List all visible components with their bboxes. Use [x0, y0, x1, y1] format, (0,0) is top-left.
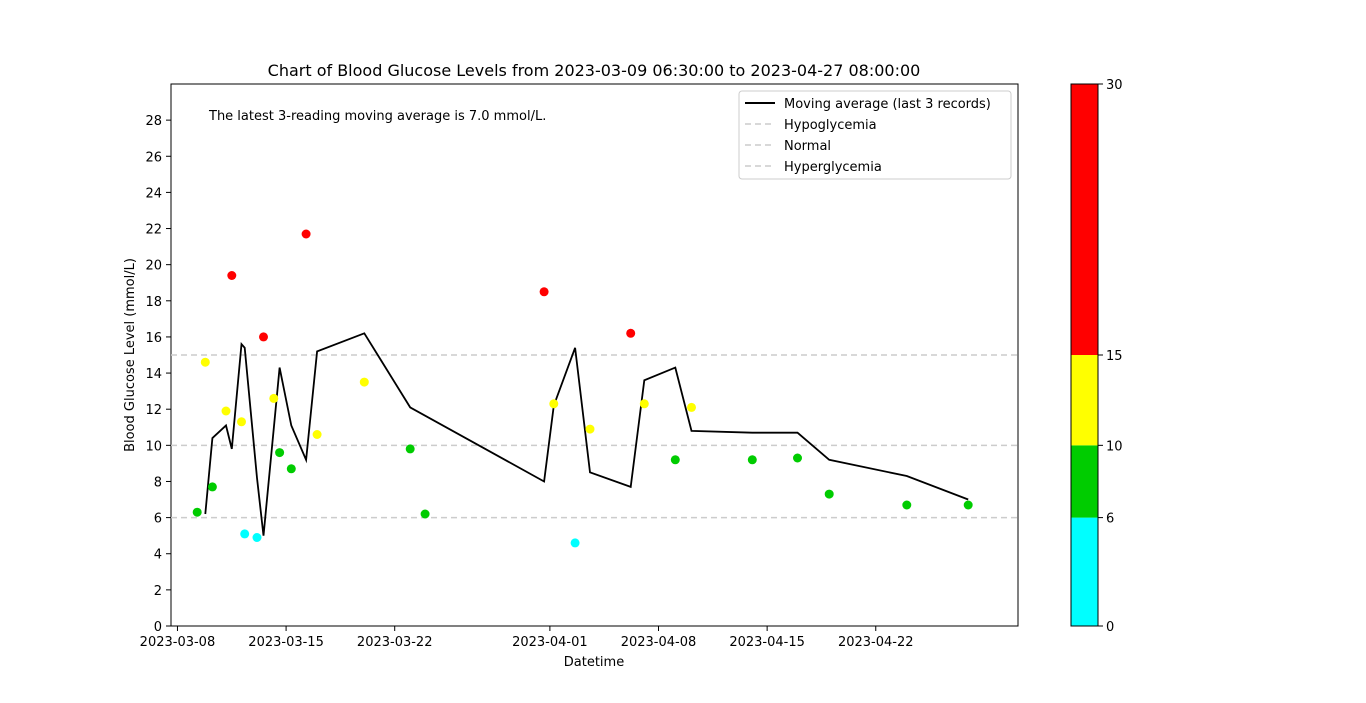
reading-point [200, 357, 210, 367]
reading-point [670, 455, 680, 465]
reading-point [312, 430, 322, 439]
y-tick-label: 10 [145, 439, 162, 454]
x-tick-label: 2023-03-08 [140, 635, 216, 650]
y-tick-label: 2 [154, 584, 162, 599]
legend-label-hyperglycemia: Hyperglycemia [784, 160, 882, 175]
reading-point [221, 406, 231, 416]
reading-point [269, 393, 279, 403]
reading-point [585, 424, 595, 434]
y-tick-label: 6 [154, 512, 162, 527]
reading-point [227, 271, 237, 280]
reading-point [824, 489, 834, 499]
legend-label-moving-average: Moving average (last 3 records) [784, 97, 991, 112]
reading-point [301, 229, 311, 239]
moving-average-line [204, 332, 969, 536]
legend-box [738, 90, 1012, 180]
reading-point [286, 464, 296, 474]
moving-average-annotation: The latest 3-reading moving average is 7… [208, 109, 546, 124]
reading-point [259, 332, 268, 342]
legend-label-hypoglycemia: Hypoglycemia [784, 118, 877, 133]
y-tick-label: 4 [154, 548, 162, 563]
moving-average-polyline [204, 332, 969, 536]
colorbar-tick-label: 15 [1106, 349, 1123, 364]
reading-point [420, 509, 430, 519]
reading-point [902, 500, 912, 510]
reading-point [639, 399, 649, 409]
chart-title: Chart of Blood Glucose Levels from 2023-… [268, 61, 921, 80]
reading-point [549, 399, 559, 409]
y-tick-label: 12 [145, 403, 162, 418]
colorbar: 0 6 10 15 30 [1070, 78, 1123, 635]
reading-point [687, 402, 696, 412]
reading-point [192, 507, 202, 517]
colorbar-tick-label: 10 [1106, 439, 1123, 454]
colorbar-band [1071, 355, 1098, 446]
colorbar-tick-label: 30 [1106, 78, 1123, 93]
x-tick-label: 2023-04-08 [621, 635, 697, 650]
reading-point [963, 500, 973, 510]
reading-point [626, 328, 636, 338]
plot-area: 2023-03-08 2023-03-15 2023-03-22 2023-04-01… [140, 83, 1019, 650]
colorbar-band [1071, 517, 1098, 626]
reading-point [252, 533, 262, 542]
x-tick-label: 2023-03-22 [357, 635, 433, 650]
legend: Moving average (last 3 records) Hypoglyc… [738, 90, 1012, 180]
reading-point [207, 482, 217, 492]
reading-point [570, 538, 580, 548]
y-tick-label: 28 [145, 114, 162, 129]
y-tick-label: 18 [145, 295, 162, 310]
x-tick-label: 2023-04-01 [512, 635, 588, 650]
x-axis-label: Datetime [564, 655, 624, 670]
colorbar-tick-label: 0 [1106, 620, 1114, 635]
y-tick-label: 16 [145, 331, 162, 346]
glucose-readings [192, 229, 973, 548]
y-axis-label: Blood Glucose Level (mmol/L) [123, 258, 138, 452]
y-tick-label: 24 [145, 186, 162, 201]
reading-point [539, 287, 549, 297]
x-tick-label: 2023-03-15 [248, 635, 324, 650]
reading-point [237, 417, 246, 427]
y-tick-label: 8 [154, 475, 162, 490]
reading-point [359, 377, 369, 387]
colorbar-band [1071, 84, 1098, 355]
y-tick-label: 14 [145, 367, 162, 382]
y-tick-label: 22 [145, 223, 162, 238]
reading-point [405, 444, 415, 454]
colorbar-band [1071, 445, 1098, 518]
reference-lines [171, 354, 1018, 519]
legend-label-normal: Normal [784, 139, 831, 154]
reading-point [747, 455, 757, 465]
y-tick-label: 0 [154, 620, 162, 635]
colorbar-tick-label: 6 [1106, 512, 1114, 527]
y-tick-label: 20 [145, 259, 162, 274]
x-tick-label: 2023-04-15 [729, 635, 805, 650]
y-tick-label: 26 [145, 150, 162, 165]
reading-point [240, 529, 250, 539]
reading-point [275, 448, 285, 458]
x-tick-label: 2023-04-22 [838, 635, 914, 650]
x-axis-ticks: 2023-03-08 2023-03-15 2023-03-22 2023-04-01… [140, 626, 914, 650]
reading-point [793, 453, 802, 463]
